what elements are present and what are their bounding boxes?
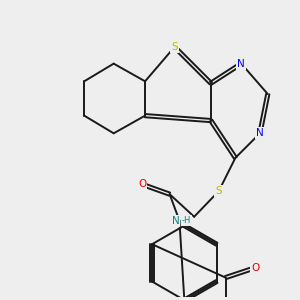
Text: N: N xyxy=(172,216,179,226)
Text: O: O xyxy=(251,263,259,273)
Text: O: O xyxy=(138,179,146,189)
Text: S: S xyxy=(215,186,222,196)
Text: N: N xyxy=(237,58,245,69)
Text: N: N xyxy=(256,128,264,138)
Text: -H: -H xyxy=(182,216,191,225)
Text: S: S xyxy=(171,42,178,52)
